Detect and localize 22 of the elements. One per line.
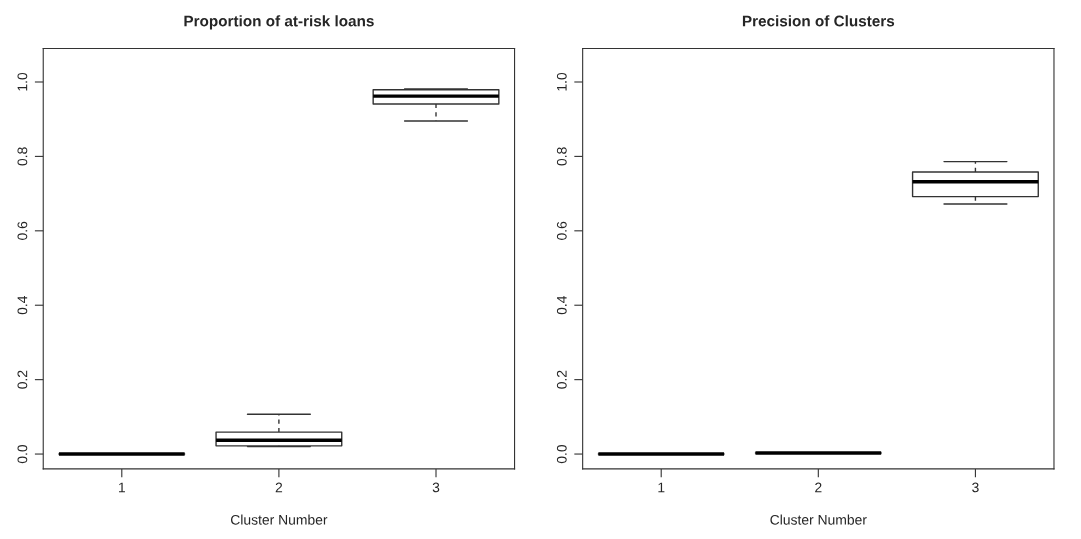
chart-title: Proportion of at-risk loans xyxy=(184,15,374,30)
x-tick-label: 2 xyxy=(275,482,283,493)
y-tick-label: 0.0 xyxy=(556,444,567,464)
y-tick-label: 0.4 xyxy=(556,295,567,315)
x-tick-label: 3 xyxy=(432,482,440,493)
y-tick-label: 0.4 xyxy=(17,295,28,315)
y-tick-label: 0.2 xyxy=(17,370,28,389)
y-tick-label: 0.6 xyxy=(17,221,28,240)
x-tick-label: 1 xyxy=(118,482,125,493)
y-tick-label: 0.6 xyxy=(556,221,567,240)
x-axis-title: Cluster Number xyxy=(770,514,867,525)
y-tick-label: 1.0 xyxy=(556,72,567,91)
y-tick-label: 1.0 xyxy=(17,72,28,91)
x-tick-label: 1 xyxy=(658,482,665,493)
chart-title: Precision of Clusters xyxy=(742,15,895,27)
y-tick-label: 0.0 xyxy=(17,444,28,464)
x-tick-label: 2 xyxy=(815,482,822,493)
y-tick-label: 0.8 xyxy=(556,147,567,166)
x-axis-title: Cluster Number xyxy=(230,514,328,525)
y-tick-label: 0.8 xyxy=(17,147,28,166)
x-tick-label: 3 xyxy=(972,482,979,493)
y-tick-label: 0.2 xyxy=(556,370,567,389)
